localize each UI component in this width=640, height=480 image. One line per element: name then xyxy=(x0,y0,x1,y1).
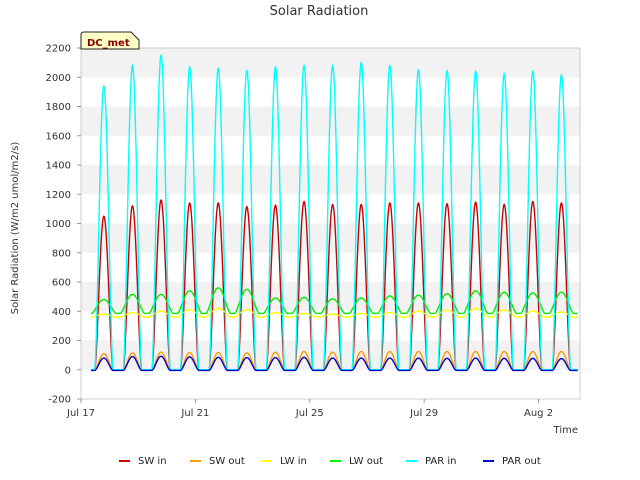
x-tick-label: Aug 2 xyxy=(524,408,553,419)
series-line-lw-out xyxy=(91,287,578,315)
dc-met-tag: DC_met xyxy=(80,31,140,50)
x-axis-title: Time xyxy=(553,425,578,436)
grid-band xyxy=(81,311,580,341)
series-line-par-out xyxy=(91,355,578,372)
legend-label: LW in xyxy=(280,456,307,467)
grid-band xyxy=(81,135,580,165)
grid-band xyxy=(81,48,580,78)
y-tick-label: 1200 xyxy=(46,190,71,201)
legend: SW in SW out LW in LW out PAR in PAR out xyxy=(119,456,541,467)
y-tick-label: 1800 xyxy=(46,102,71,113)
x-tick-label: Jul 21 xyxy=(180,408,209,419)
dc-met-tag-label: DC_met xyxy=(87,38,130,49)
y-tick-label: 2200 xyxy=(46,44,71,55)
x-axis: Jul 17 Jul 21 Jul 25 Jul 29 Aug 2 xyxy=(66,399,553,419)
x-tick-label: Jul 29 xyxy=(409,408,438,419)
y-tick-label: 0 xyxy=(65,365,71,376)
legend-label: SW out xyxy=(209,456,245,467)
grid-band xyxy=(81,369,580,399)
x-tick-label: Jul 17 xyxy=(66,408,95,419)
legend-label: SW in xyxy=(138,456,167,467)
y-tick-label: -200 xyxy=(48,395,71,406)
chart-title: Solar Radiation xyxy=(270,4,369,19)
legend-label: PAR in xyxy=(425,456,456,467)
y-tick-label: 2000 xyxy=(46,73,71,84)
y-axis: -200 0 200 400 600 800 1000 1200 1400 1600 1800 200… xyxy=(46,44,81,406)
y-tick-label: 600 xyxy=(52,278,71,289)
x-tick-label: Jul 25 xyxy=(295,408,324,419)
grid-band xyxy=(81,165,580,195)
y-tick-label: 200 xyxy=(52,336,71,347)
series-line-par-in xyxy=(91,53,578,371)
y-tick-label: 1000 xyxy=(46,219,71,230)
grid-band xyxy=(81,252,580,282)
y-tick-label: 400 xyxy=(52,307,71,318)
y-tick-label: 800 xyxy=(52,248,71,259)
y-tick-label: 1600 xyxy=(46,131,71,142)
y-axis-title: Solar Radiation (W/m2 umol/m2/s) xyxy=(10,142,21,315)
legend-label: LW out xyxy=(349,456,383,467)
series-lines xyxy=(91,53,578,372)
legend-label: PAR out xyxy=(502,456,541,467)
y-tick-label: 1400 xyxy=(46,161,71,172)
